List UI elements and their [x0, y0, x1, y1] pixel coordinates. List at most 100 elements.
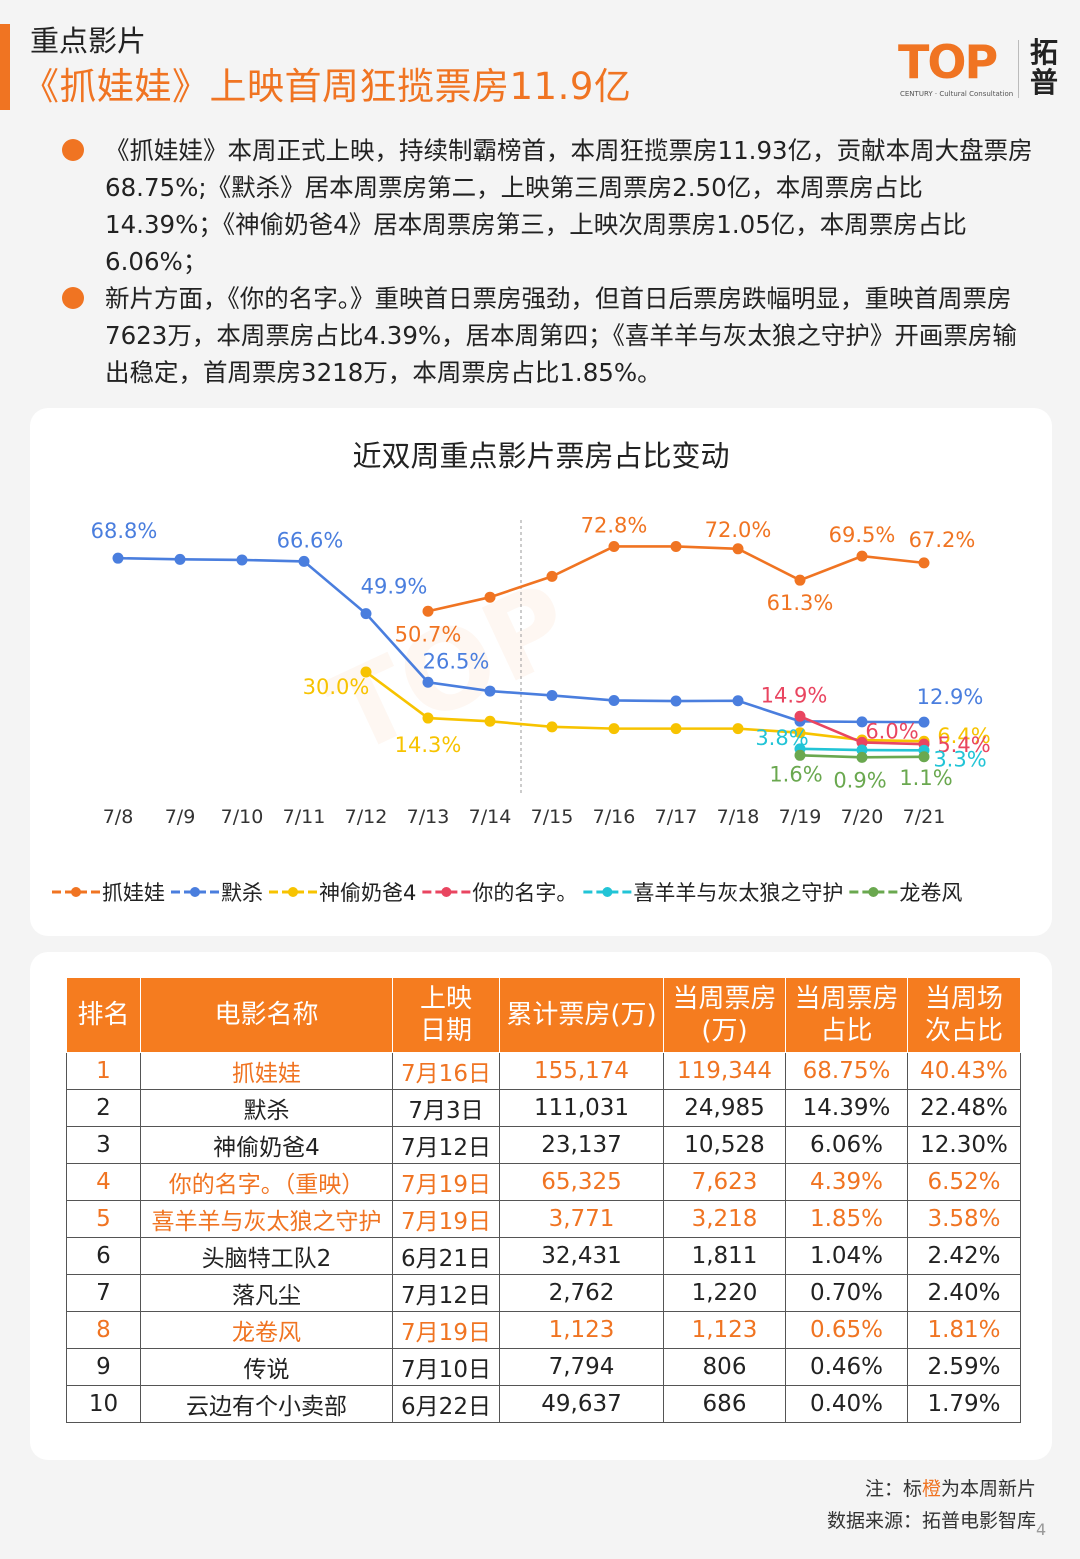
- data-point: [670, 695, 682, 707]
- data-label: 6.4%: [937, 724, 990, 748]
- table-cell: 10,528: [663, 1126, 786, 1164]
- data-point: [856, 736, 868, 748]
- data-label: 68.8%: [91, 519, 158, 543]
- new-film-note: 注：标橙为本周新片: [865, 1474, 1036, 1501]
- data-label: 3.8%: [755, 726, 808, 750]
- legend-label: 抓娃娃: [102, 881, 165, 905]
- legend-marker: [602, 887, 613, 897]
- x-tick-label: 7/9: [165, 806, 196, 828]
- legend-label: 喜羊羊与灰太狼之守护: [633, 881, 843, 905]
- data-point: [422, 712, 434, 724]
- page-number: 4: [1036, 1520, 1047, 1539]
- table-cell: 10: [66, 1385, 141, 1423]
- data-point: [856, 751, 868, 763]
- table-cell: 2,762: [499, 1274, 664, 1312]
- table-cell: 2.42%: [907, 1237, 1021, 1275]
- x-tick-label: 7/20: [841, 806, 884, 828]
- table-cell: 7月16日: [392, 1052, 500, 1090]
- data-point: [732, 695, 744, 707]
- table-header-cell: 当周场 次占比: [907, 977, 1021, 1053]
- table-cell: 6月21日: [392, 1237, 500, 1275]
- table-cell: 头脑特工队2: [140, 1237, 393, 1275]
- data-label: 67.2%: [909, 528, 976, 552]
- data-point: [236, 554, 248, 566]
- table-cell: 7月19日: [392, 1311, 500, 1349]
- table-cell: 1.79%: [907, 1385, 1021, 1423]
- note-suffix: 为本周新片: [940, 1478, 1036, 1500]
- table-cell: 落凡尘: [140, 1274, 393, 1312]
- table-cell: 0.40%: [785, 1385, 908, 1423]
- bullet-text: 《抓娃娃》本周正式上映，持续制霸榜首，本周狂揽票房11.93亿，贡献本周大盘票房…: [105, 136, 1033, 276]
- table-cell: 7,623: [663, 1163, 786, 1201]
- table-row: 5 喜羊羊与灰太狼之守护 7月19日 3,771 3,218 1.85% 3.58%: [66, 1200, 1021, 1238]
- table-cell: 默杀: [140, 1089, 393, 1127]
- table-row: 7 落凡尘 7月12日 2,762 1,220 0.70% 2.40%: [66, 1274, 1021, 1312]
- data-source: 数据来源：拓普电影智库: [826, 1510, 1036, 1532]
- table-row: 9 传说 7月10日 7,794 806 0.46% 2.59%: [66, 1348, 1021, 1386]
- table-cell: 1,123: [663, 1311, 786, 1349]
- bullet-dot-icon: [62, 287, 84, 309]
- legend-label: 你的名字。: [472, 881, 577, 905]
- data-label: 5.4%: [937, 733, 990, 757]
- data-point: [794, 710, 806, 722]
- table-cell: 6: [66, 1237, 141, 1275]
- data-point: [794, 574, 806, 586]
- x-tick-label: 7/12: [345, 806, 388, 828]
- table-header-cell: 排名: [66, 977, 141, 1053]
- table-cell: 传说: [140, 1348, 393, 1386]
- table-cell: 1: [66, 1052, 141, 1090]
- table-cell: 3: [66, 1126, 141, 1164]
- table-cell: 68.75%: [785, 1052, 908, 1090]
- legend-marker: [71, 887, 81, 897]
- legend-marker: [288, 887, 298, 897]
- table-cell: 49,637: [499, 1385, 664, 1423]
- table-cell: 6.52%: [907, 1163, 1021, 1201]
- table-cell: 7: [66, 1274, 141, 1312]
- data-label: 3.3%: [933, 747, 986, 771]
- data-point: [856, 550, 868, 562]
- table-cell: 32,431: [499, 1237, 664, 1275]
- data-point: [422, 605, 434, 617]
- logo-chinese: 拓 普: [1024, 38, 1064, 98]
- x-tick-label: 7/19: [779, 806, 822, 828]
- table-cell: 22.48%: [907, 1089, 1021, 1127]
- table-cell: 111,031: [499, 1089, 664, 1127]
- table-cell: 5: [66, 1200, 141, 1238]
- table-cell: 7月12日: [392, 1126, 500, 1164]
- x-tick-label: 7/11: [283, 806, 326, 828]
- table-cell: 1,811: [663, 1237, 786, 1275]
- table-cell: 你的名字。（重映）: [140, 1163, 393, 1201]
- data-point: [360, 666, 372, 678]
- table-cell: 喜羊羊与灰太狼之守护: [140, 1200, 393, 1238]
- box-office-table: 排名 电影名称 上映 日期 累计票房(万) 当周票房 (万) 当周票房 占比 当周场 次占比 1 抓娃…: [66, 977, 1021, 1423]
- data-point: [484, 591, 496, 603]
- data-label: 50.7%: [395, 622, 462, 646]
- table-cell: 14.39%: [785, 1089, 908, 1127]
- table-cell: 65,325: [499, 1163, 664, 1201]
- data-point: [608, 723, 620, 735]
- table-row: 4 你的名字。（重映） 7月19日 65,325 7,623 4.39% 6.52%: [66, 1163, 1021, 1201]
- table-cell: 4: [66, 1163, 141, 1201]
- x-tick-label: 7/15: [531, 806, 574, 828]
- note-prefix: 注：标: [864, 1478, 922, 1500]
- table-cell: 1,123: [499, 1311, 664, 1349]
- bullet-item: 新片方面，《你的名字。》重映首日票房强劲，但首日后票房跌幅明显，重映首周票房76…: [60, 280, 1040, 391]
- data-point: [794, 749, 806, 761]
- table-cell: 7月19日: [392, 1200, 500, 1238]
- table-cell: 2.40%: [907, 1274, 1021, 1312]
- logo-subtitle: CENTURY · Cultural Consultation: [900, 90, 1014, 98]
- data-label: 49.9%: [361, 575, 428, 599]
- summary-bullets: 《抓娃娃》本周正式上映，持续制霸榜首，本周狂揽票房11.93亿，贡献本周大盘票房…: [60, 132, 1040, 391]
- bullet-dot-icon: [62, 139, 84, 161]
- table-cell: 0.70%: [785, 1274, 908, 1312]
- section-title: 重点影片: [30, 24, 147, 58]
- logo-char-2: 普: [1029, 66, 1058, 99]
- data-point: [732, 543, 744, 555]
- data-label: 1.6%: [769, 762, 822, 786]
- data-point: [422, 676, 434, 688]
- data-point: [918, 557, 930, 569]
- table-header-cell: 当周票房 (万): [663, 977, 786, 1053]
- chart-card: TOP 近双周重点影片票房占比变动 7/8 7/9 7/10 7/11 7/12 7/13 7/…: [30, 408, 1052, 936]
- table-cell: 4.39%: [785, 1163, 908, 1201]
- table-row: 6 头脑特工队2 6月21日 32,431 1,811 1.04% 2.42%: [66, 1237, 1021, 1275]
